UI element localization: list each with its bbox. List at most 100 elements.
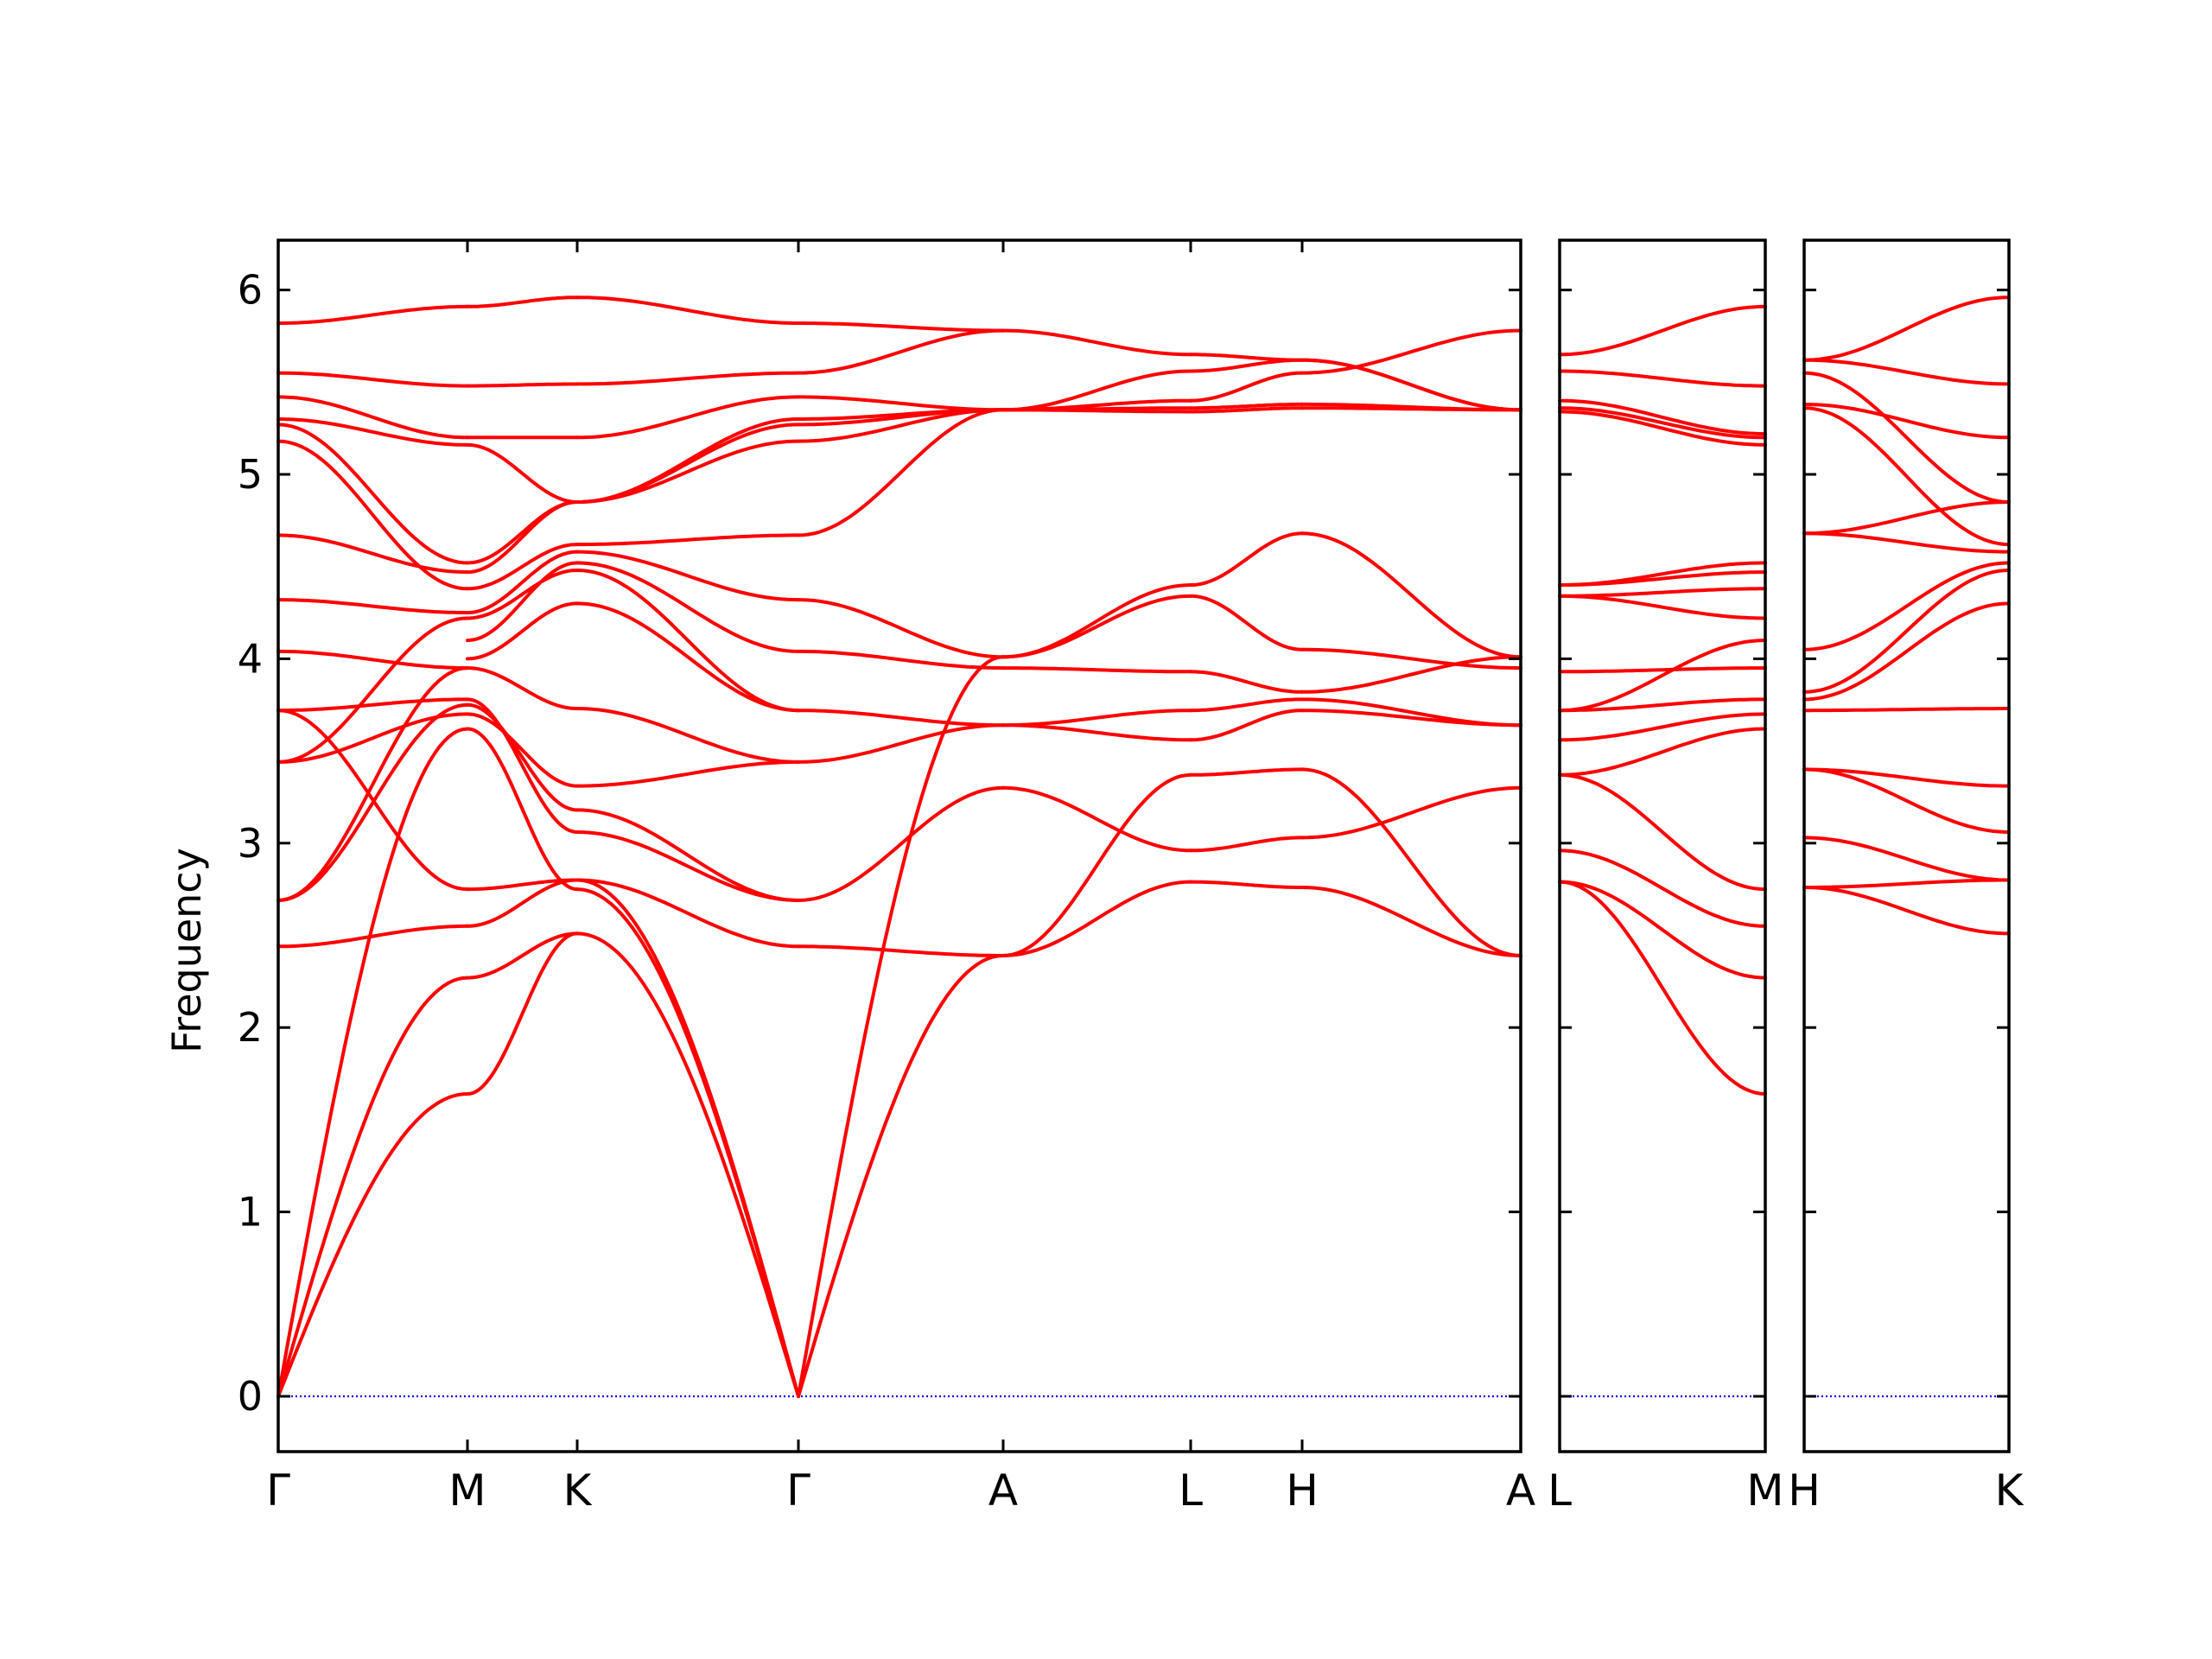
band-line-K-Γ-3 bbox=[575, 878, 800, 949]
panel-frame bbox=[1802, 238, 2011, 1453]
band-line-H-K-0 bbox=[1802, 886, 2011, 936]
band-line-M-K-8 bbox=[466, 666, 579, 710]
band-line-K-Γ-2 bbox=[575, 878, 800, 1398]
y-tick-label: 2 bbox=[238, 1004, 263, 1051]
band-line-H-K-15 bbox=[1802, 296, 2011, 362]
band-line-M-K-7 bbox=[466, 697, 579, 834]
band-line-K-Γ-12 bbox=[575, 533, 800, 547]
band-line-L-M-12 bbox=[1558, 561, 1767, 587]
band-line-M-K-19 bbox=[466, 296, 579, 308]
band-line-A-L-1 bbox=[1001, 772, 1192, 957]
band-line-L-H-2 bbox=[1189, 836, 1304, 853]
band-line-H-K-12 bbox=[1802, 402, 2011, 440]
y-tick-label: 6 bbox=[238, 267, 263, 314]
band-line-Γ-M-17 bbox=[276, 371, 469, 388]
band-line-L-M-17 bbox=[1558, 304, 1767, 357]
band-line-L-H-8 bbox=[1189, 406, 1304, 414]
y-axis-label: Frequency bbox=[163, 848, 210, 1053]
band-line-Γ-A-6 bbox=[797, 649, 1005, 671]
band-line-M-K-12 bbox=[466, 550, 579, 615]
x-tick-label: L bbox=[1179, 1465, 1203, 1516]
band-line-H-K-5 bbox=[1802, 707, 2011, 713]
band-line-Γ-M-7 bbox=[276, 616, 469, 764]
band-line-Γ-M-16 bbox=[276, 395, 469, 440]
band-line-M-K-16 bbox=[466, 442, 579, 504]
x-tick-label: M bbox=[1746, 1465, 1783, 1516]
band-line-Γ-A-7 bbox=[797, 598, 1005, 659]
band-line-H-K-13 bbox=[1802, 371, 2011, 504]
band-line-M-K-18 bbox=[466, 382, 579, 388]
band-line-Γ-A-12 bbox=[797, 395, 1005, 412]
band-line-M-K-11 bbox=[466, 569, 579, 620]
band-line-Γ-A-3 bbox=[797, 785, 1005, 902]
band-line-L-M-10 bbox=[1558, 587, 1767, 598]
band-line-L-H-12 bbox=[1189, 353, 1304, 362]
band-line-Γ-M-1 bbox=[276, 976, 469, 1398]
band-line-A-L-12 bbox=[1001, 328, 1192, 357]
band-line-K-Γ-10 bbox=[575, 561, 800, 653]
y-tick-label: 4 bbox=[238, 635, 263, 682]
band-line-H-K-6 bbox=[1802, 601, 2011, 702]
band-line-L-M-8 bbox=[1558, 666, 1767, 674]
x-tick-label: L bbox=[1548, 1465, 1572, 1516]
band-line-L-H-10 bbox=[1189, 371, 1304, 403]
band-line-H-K-14 bbox=[1802, 358, 2011, 386]
band-line-L-M-16 bbox=[1558, 369, 1767, 388]
band-line-Γ-A-13 bbox=[797, 328, 1005, 375]
band-line-Γ-A-1 bbox=[797, 655, 1005, 1398]
x-tick-label: M bbox=[448, 1465, 486, 1516]
x-tick-label: K bbox=[563, 1465, 593, 1516]
band-line-H-K-7 bbox=[1802, 569, 2011, 694]
band-line-A-L-7 bbox=[1001, 583, 1192, 659]
band-line-Γ-M-8 bbox=[276, 709, 469, 892]
band-line-Γ-M-10 bbox=[276, 649, 469, 671]
band-line-Γ-A-8 bbox=[797, 408, 1005, 537]
band-line-H-K-9 bbox=[1802, 531, 2011, 554]
band-line-K-Γ-11 bbox=[575, 550, 800, 602]
band-line-L-M-9 bbox=[1558, 594, 1767, 620]
band-line-A-L-2 bbox=[1001, 785, 1192, 853]
band-line-L-M-1 bbox=[1558, 880, 1767, 980]
band-line-K-Γ-7 bbox=[575, 707, 800, 764]
band-line-M-K-0 bbox=[466, 931, 579, 1096]
band-line-K-Γ-5 bbox=[575, 808, 800, 902]
band-line-K-Γ-18 bbox=[575, 296, 800, 325]
band-line-M-K-4 bbox=[466, 727, 579, 892]
band-line-H-A-9 bbox=[1300, 402, 1522, 412]
band-line-M-K-10 bbox=[466, 561, 579, 643]
band-line-L-H-6 bbox=[1189, 594, 1304, 652]
band-line-Γ-M-12 bbox=[276, 533, 469, 575]
band-line-L-M-5 bbox=[1558, 712, 1767, 742]
band-line-Γ-M-11 bbox=[276, 598, 469, 615]
band-line-H-A-5 bbox=[1300, 655, 1522, 694]
band-line-Γ-A-2 bbox=[797, 944, 1005, 957]
panel-frame bbox=[1558, 238, 1767, 1453]
band-line-L-M-14 bbox=[1558, 406, 1767, 440]
band-line-A-L-0 bbox=[1001, 880, 1192, 957]
band-line-H-A-0 bbox=[1300, 886, 1522, 957]
band-line-M-K-6 bbox=[466, 702, 579, 812]
x-tick-label: H bbox=[1286, 1465, 1319, 1516]
band-line-L-M-3 bbox=[1558, 772, 1767, 892]
band-line-L-H-5 bbox=[1189, 670, 1304, 694]
band-line-H-A-12 bbox=[1300, 358, 1522, 412]
band-line-H-A-1 bbox=[1300, 767, 1522, 957]
band-line-A-L-3 bbox=[1001, 723, 1192, 742]
band-line-Γ-M-14 bbox=[276, 423, 469, 565]
band-line-L-H-7 bbox=[1189, 531, 1304, 587]
band-line-M-K-13 bbox=[466, 543, 579, 591]
y-tick-label: 1 bbox=[238, 1189, 263, 1236]
band-line-K-Γ-15 bbox=[575, 417, 800, 504]
band-line-L-H-3 bbox=[1189, 709, 1304, 742]
x-tick-label: A bbox=[1506, 1465, 1535, 1516]
y-tick-label: 3 bbox=[238, 820, 263, 867]
band-line-L-M-4 bbox=[1558, 727, 1767, 777]
band-line-Γ-M-15 bbox=[276, 417, 469, 447]
band-line-H-K-2 bbox=[1802, 836, 2011, 882]
band-line-K-Γ-9 bbox=[575, 569, 800, 713]
band-line-L-H-1 bbox=[1189, 767, 1304, 777]
band-line-K-Γ-8 bbox=[575, 601, 800, 713]
